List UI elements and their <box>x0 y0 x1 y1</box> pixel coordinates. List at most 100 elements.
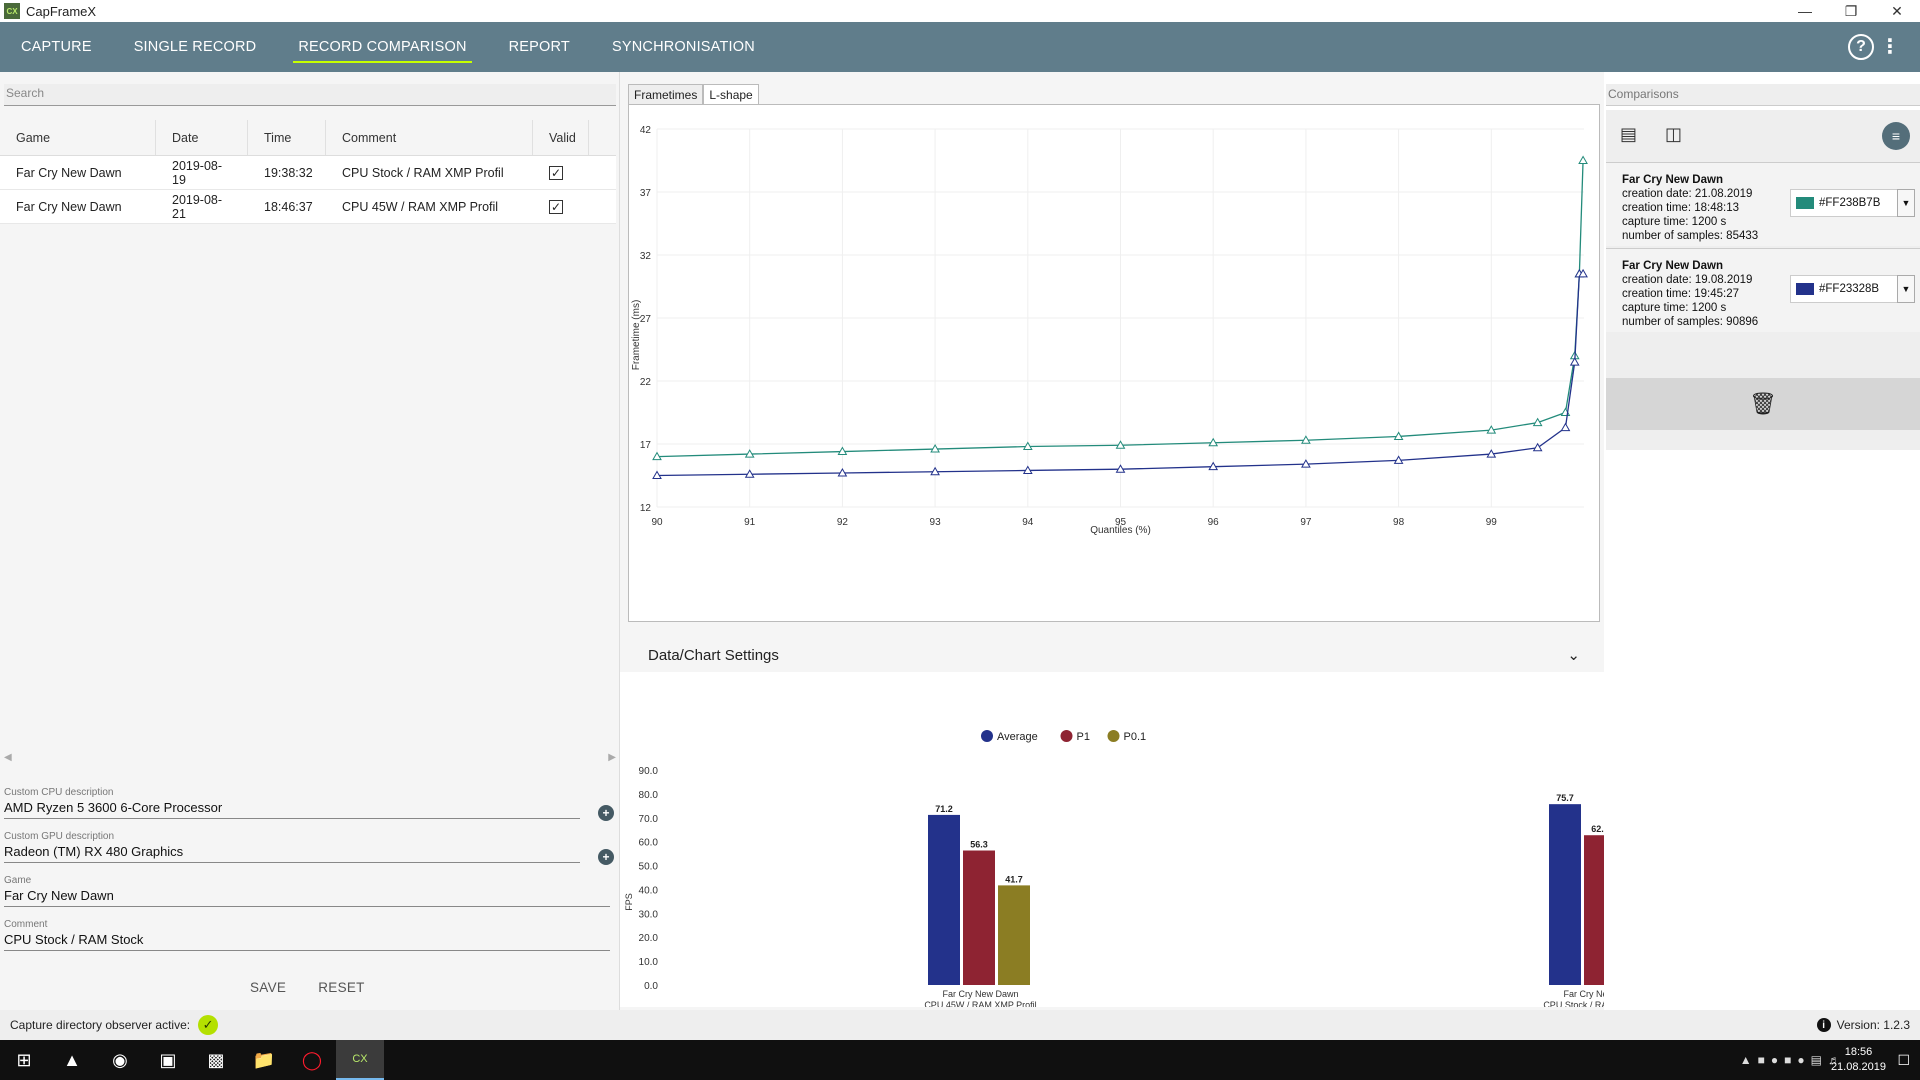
info-icon[interactable]: i <box>1816 1018 1831 1032</box>
add-cpu-icon[interactable]: + <box>598 805 614 821</box>
l-shape-chart: 90 91 92 93 94 95 96 97 98 99 12 17 22 27 32 37 42 Quanti… <box>628 104 1600 622</box>
cell-game: Far Cry New Dawn <box>16 199 122 214</box>
save-button[interactable]: SAVE <box>250 980 287 995</box>
y-axis-label: Frametime (ms) <box>631 300 642 371</box>
tab-l-shape[interactable]: L-shape <box>703 84 759 106</box>
category-label: CPU Stock / RAM XMP Profil <box>1543 1000 1604 1007</box>
tab-record-comparison[interactable]: RECORD COMPARISON <box>277 22 487 72</box>
help-icon[interactable]: ? <box>1848 34 1874 60</box>
minimize-button[interactable]: — <box>1798 3 1812 19</box>
cell-date: 2019-08-21 <box>172 192 223 221</box>
cpu-description-label: Custom CPU description <box>4 787 114 798</box>
y-tick-label: 30.0 <box>639 909 659 920</box>
delete-comparisons-button[interactable]: 🗑 <box>1606 378 1920 430</box>
data-point-marker <box>1022 441 1033 451</box>
volume-icon[interactable]: ♬ <box>1828 1053 1840 1067</box>
y-tick-label: 10.0 <box>639 957 659 968</box>
category-label: CPU 45W / RAM XMP Profil <box>924 1000 1036 1007</box>
comparison-creation-time: creation time: 19:45:27 <box>1622 288 1739 300</box>
folder-icon[interactable]: 📁 <box>252 1049 276 1070</box>
color-picker[interactable]: #FF23328B ▼ <box>1790 275 1915 303</box>
cell-comment: CPU Stock / RAM XMP Profil <box>342 165 504 180</box>
horizontal-scrollbar[interactable]: ◀ ▶ <box>4 752 616 764</box>
tab-single-record[interactable]: SINGLE RECORD <box>133 39 257 55</box>
legend-marker <box>981 730 993 742</box>
color-picker[interactable]: #FF238B7B ▼ <box>1790 189 1915 217</box>
x-tick-label: 96 <box>1208 517 1220 528</box>
data-point-marker <box>1532 417 1543 427</box>
tray-icon[interactable]: ● <box>1770 1053 1779 1067</box>
game-field[interactable]: Far Cry New Dawn <box>4 886 610 907</box>
column-header-time[interactable]: Time <box>248 120 326 155</box>
x-tick-label: 95 <box>1115 517 1127 528</box>
records-table: Game Date Time Comment Valid Far Cry New… <box>0 120 616 224</box>
comparison-item[interactable]: Far Cry New Dawn creation date: 21.08.20… <box>1606 162 1920 246</box>
taskbar-app-icon[interactable]: ▣ <box>159 1049 177 1070</box>
y-tick-label: 17 <box>640 440 652 451</box>
tab-frametimes[interactable]: Frametimes <box>628 84 704 106</box>
capframex-taskbar-icon[interactable]: CX <box>336 1040 384 1080</box>
legend-marker <box>1107 730 1120 742</box>
more-menu-icon[interactable]: ⋮ <box>1880 36 1900 58</box>
clear-list-icon[interactable]: ≡ <box>1882 122 1910 150</box>
chevron-down-icon[interactable]: ⌄ <box>1567 647 1580 664</box>
tab-synchronisation[interactable]: SYNCHRONISATION <box>612 39 755 55</box>
add-gpu-icon[interactable]: + <box>598 849 614 865</box>
notification-icon[interactable]: ☐ <box>1897 1051 1910 1068</box>
tray-icon[interactable]: ■ <box>1784 1053 1792 1067</box>
taskbar-app-icon[interactable]: ◉ <box>112 1049 128 1070</box>
swap-icon[interactable]: ◫ <box>1665 124 1683 144</box>
cell-time: 18:46:37 <box>264 199 313 214</box>
chart-settings-expander[interactable]: Data/Chart Settings ⌄ <box>628 635 1600 675</box>
color-swatch <box>1796 197 1814 209</box>
x-tick-label: 90 <box>651 517 663 528</box>
taskbar-app-icon[interactable]: ▩ <box>207 1049 225 1070</box>
column-header-valid[interactable]: Valid <box>533 120 589 155</box>
chevron-down-icon[interactable]: ▼ <box>1897 189 1915 217</box>
cpu-description-field[interactable]: AMD Ryzen 5 3600 6-Core Processor <box>4 798 580 819</box>
y-tick-label: 27 <box>640 314 652 325</box>
valid-checkbox[interactable]: ✓ <box>549 165 563 180</box>
cell-comment: CPU 45W / RAM XMP Profil <box>342 199 499 214</box>
bar-value-label: 56.3 <box>970 840 988 850</box>
comparison-item[interactable]: Far Cry New Dawn creation date: 19.08.20… <box>1606 248 1920 332</box>
taskbar-clock[interactable]: 18:56 21.08.2019 <box>1831 1045 1886 1075</box>
table-row[interactable]: Far Cry New Dawn 2019-08-21 18:46:37 CPU… <box>0 190 616 224</box>
tab-capture[interactable]: CAPTURE <box>21 39 92 55</box>
scroll-right-icon[interactable]: ▶ <box>608 752 616 763</box>
version-text: Version: 1.2.3 <box>1836 1018 1910 1032</box>
search-input[interactable]: Search <box>4 84 616 106</box>
windows-start-icon[interactable]: ⊞ <box>16 1049 32 1070</box>
y-tick-label: 0.0 <box>644 981 658 992</box>
tray-icon[interactable]: ■ <box>1757 1053 1765 1067</box>
tray-icon[interactable]: ▲ <box>1739 1053 1752 1067</box>
x-tick-label: 91 <box>744 517 756 528</box>
tray-icon[interactable]: ● <box>1797 1053 1805 1067</box>
y-tick-label: 70.0 <box>639 814 659 825</box>
restore-button[interactable]: ❐ <box>1844 2 1858 19</box>
comparison-creation-time: creation time: 18:48:13 <box>1622 202 1739 214</box>
legend-label: P0.1 <box>1124 731 1147 743</box>
column-header-date[interactable]: Date <box>156 120 248 155</box>
reset-button[interactable]: RESET <box>318 980 365 995</box>
bar-value-label: 75.7 <box>1556 793 1574 803</box>
gpu-description-label: Custom GPU description <box>4 831 115 842</box>
list-view-icon[interactable]: ▤ <box>1620 124 1638 144</box>
data-point-marker <box>1486 449 1497 458</box>
data-point-marker <box>744 449 755 458</box>
network-icon[interactable]: ▤ <box>1810 1053 1822 1067</box>
chevron-down-icon[interactable]: ▼ <box>1897 275 1915 303</box>
column-header-game[interactable]: Game <box>0 120 156 155</box>
comment-field[interactable]: CPU Stock / RAM Stock <box>4 930 610 951</box>
taskbar-app-icon[interactable]: ▲ <box>63 1049 81 1070</box>
chart-tabs: Frametimes L-shape <box>628 84 759 106</box>
table-row[interactable]: Far Cry New Dawn 2019-08-19 19:38:32 CPU… <box>0 156 616 190</box>
os-taskbar: ⊞ ▲ ◉ ▣ ▩ 📁 ◯ CX ▲ ■ ● ■ ● ▤ ♬ 18:56 21.… <box>0 1040 1920 1080</box>
valid-checkbox[interactable]: ✓ <box>549 199 563 214</box>
scroll-left-icon[interactable]: ◀ <box>4 752 12 763</box>
tab-report[interactable]: REPORT <box>508 39 570 55</box>
close-button[interactable]: ✕ <box>1891 2 1903 19</box>
gpu-description-field[interactable]: Radeon (TM) RX 480 Graphics <box>4 842 580 863</box>
column-header-comment[interactable]: Comment <box>326 120 533 155</box>
opera-icon[interactable]: ◯ <box>301 1049 323 1070</box>
